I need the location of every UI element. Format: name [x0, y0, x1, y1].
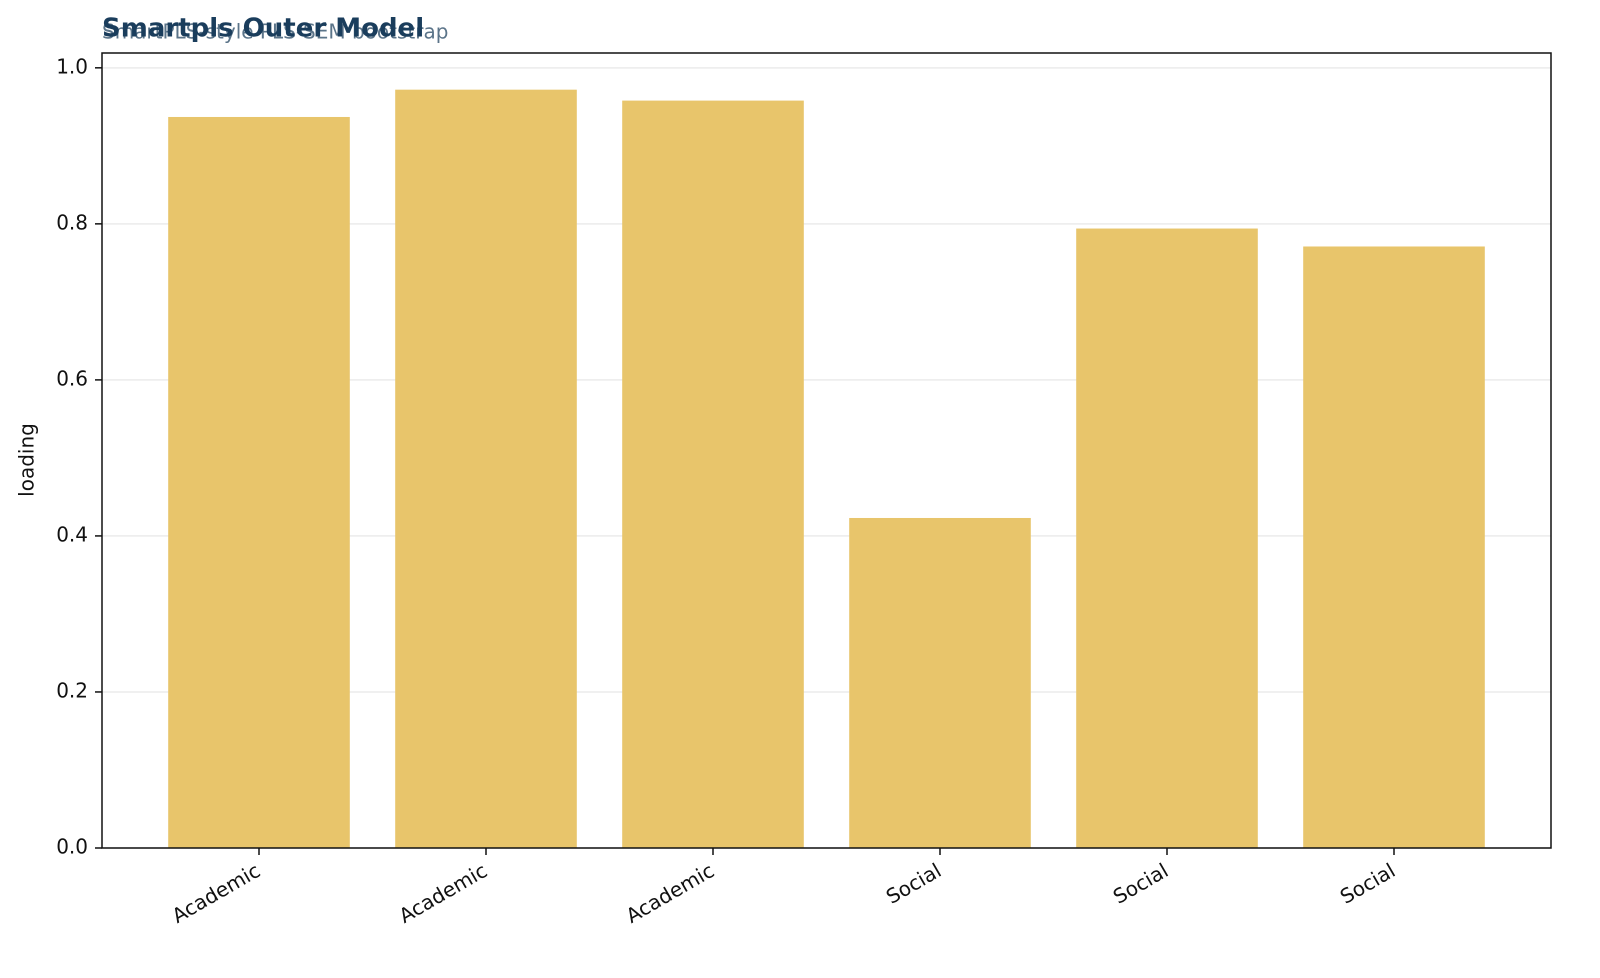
- y-tick-label: 0.2: [56, 678, 88, 702]
- bar: [395, 89, 577, 848]
- y-tick-label: 0.6: [56, 366, 88, 390]
- bar: [622, 100, 804, 849]
- bar: [1303, 246, 1485, 848]
- y-tick-label: 1.0: [56, 54, 88, 78]
- y-tick-label: 0.8: [56, 210, 88, 234]
- bar: [168, 116, 350, 848]
- x-tick-label: Academic: [622, 858, 719, 928]
- x-tick-label: Academic: [395, 858, 492, 928]
- x-tick-label: Social: [1336, 858, 1399, 908]
- x-tick-label: Social: [882, 858, 945, 908]
- bar: [1076, 228, 1258, 849]
- chart-title: Smartpls Outer Model: [102, 14, 424, 44]
- bar: [849, 517, 1031, 848]
- plot-frame: [101, 52, 1552, 849]
- y-axis-label: loading: [15, 423, 39, 497]
- y-tick-label: 0.4: [56, 522, 88, 546]
- y-tick-label: 0.0: [56, 835, 88, 859]
- x-tick-label: Social: [1109, 858, 1172, 908]
- x-tick-label: Academic: [168, 858, 265, 928]
- chart-subtitle: SmartPLS-style PLS-SEM bootstrap: [102, 20, 448, 44]
